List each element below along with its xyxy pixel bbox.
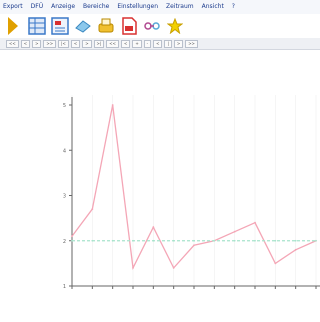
series-1-point-9	[254, 239, 256, 242]
series-1-point-11	[294, 239, 297, 242]
menu-help[interactable]: ?	[231, 3, 235, 10]
series-1-point-10	[274, 239, 277, 242]
chart-area: 1 2 3 4 5	[0, 50, 320, 322]
star-icon	[167, 18, 183, 34]
series-0-point-10	[274, 262, 277, 265]
menu-anzeige[interactable]: Anzeige	[51, 3, 76, 10]
series-1-point-5	[172, 239, 175, 242]
nav-button-10[interactable]: +	[132, 39, 142, 48]
eraser-button[interactable]	[73, 16, 93, 36]
report-icon	[51, 17, 69, 35]
series-0-point-9	[254, 221, 256, 224]
menu-einstellungen[interactable]: Einstellungen	[117, 3, 159, 10]
nav-button-0[interactable]: <<	[6, 39, 19, 48]
nav-button-11[interactable]: -	[143, 39, 152, 48]
series-0-point-0	[71, 235, 73, 238]
nav-button-2[interactable]: >	[32, 39, 42, 48]
link-icon	[144, 22, 160, 30]
series-1-point-7	[213, 239, 216, 242]
line-chart: 1 2 3 4 5	[63, 95, 320, 290]
series-0-point-5	[172, 267, 175, 269]
series-1-point-4	[152, 239, 155, 242]
table-button[interactable]	[27, 16, 47, 36]
arrow-icon	[8, 17, 18, 35]
series-1-point-0	[71, 239, 73, 242]
menu-bar: Export DFÜ Anzeige Bereiche Einstellunge…	[0, 0, 320, 14]
series-0-point-1	[91, 208, 94, 210]
y-tick-label-2: 3	[63, 194, 66, 200]
menu-zeitraum[interactable]: Zeitraum	[166, 3, 194, 10]
nav-button-3[interactable]: >>	[43, 39, 57, 48]
printer-icon	[98, 18, 114, 33]
menu-export[interactable]: Export	[3, 3, 23, 10]
printer-button[interactable]	[96, 16, 116, 36]
navigation-bar: << < > >> |< < > >| << < + - < | > >>	[0, 38, 320, 50]
menu-ansicht[interactable]: Ansicht	[201, 3, 224, 10]
series-1-point-3	[132, 239, 134, 242]
y-tick-label-3: 4	[63, 148, 66, 154]
series-0-point-3	[132, 267, 134, 269]
nav-button-12[interactable]: <	[153, 39, 163, 48]
series-1-point-12	[315, 239, 317, 242]
nav-button-14[interactable]: >	[173, 39, 184, 48]
link-button[interactable]	[142, 16, 162, 36]
nav-button-1[interactable]: <	[20, 39, 31, 48]
nav-button-7[interactable]: >|	[93, 39, 105, 48]
star-button[interactable]	[165, 16, 185, 36]
report-button[interactable]	[50, 16, 70, 36]
nav-button-6[interactable]: >	[82, 39, 92, 48]
series-1-point-8	[233, 239, 236, 242]
series-0-point-6	[193, 244, 195, 247]
menu-bereiche[interactable]: Bereiche	[83, 3, 110, 10]
eraser-icon	[75, 20, 91, 33]
toolbar	[0, 14, 320, 38]
nav-button-8[interactable]: <<	[106, 39, 119, 48]
nav-button-9[interactable]: <	[120, 39, 131, 48]
series-1-point-1	[91, 239, 94, 242]
series-0-point-8	[233, 230, 236, 233]
y-tick-label-1: 2	[63, 239, 66, 245]
nav-button-13[interactable]: |	[164, 39, 172, 48]
pdf-button[interactable]	[119, 16, 139, 36]
nav-button-15[interactable]: >>	[185, 39, 198, 48]
series-0-point-2	[111, 104, 114, 106]
series-0-point-11	[294, 248, 297, 251]
nav-button-4[interactable]: |<	[58, 39, 69, 48]
series-1-point-6	[193, 239, 195, 242]
y-tick-label-0: 1	[63, 284, 66, 290]
menu-dfue[interactable]: DFÜ	[30, 3, 44, 10]
series-1-point-2	[111, 239, 114, 242]
nav-button-5[interactable]: <	[70, 39, 81, 48]
arrow-button[interactable]	[4, 16, 24, 36]
series-0-point-4	[152, 226, 155, 229]
y-tick-label-4: 5	[63, 103, 66, 109]
table-icon	[28, 17, 46, 35]
pdf-icon	[122, 17, 137, 35]
